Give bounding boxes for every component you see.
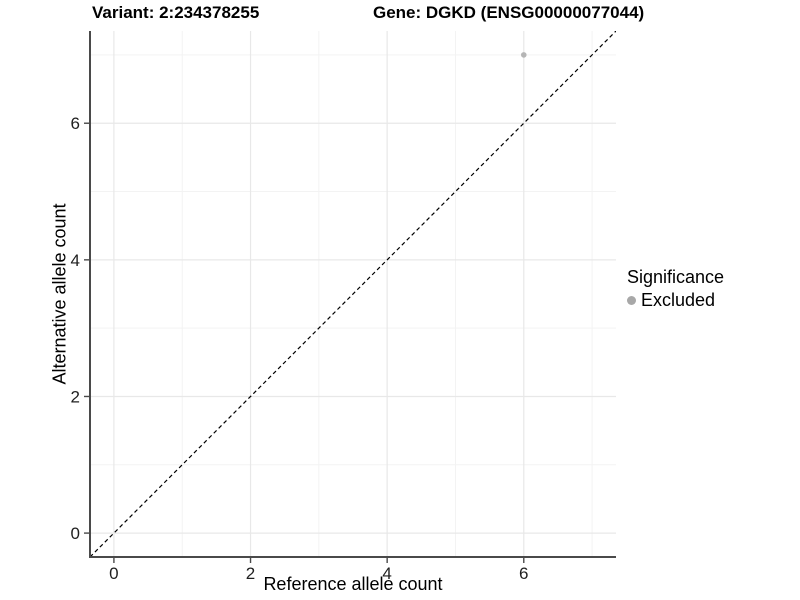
chart-title-gene: Gene: DGKD (ENSG00000077044) bbox=[373, 3, 645, 22]
y-tick-label: 4 bbox=[71, 251, 80, 270]
legend-title: Significance bbox=[627, 267, 725, 287]
x-tick-label: 0 bbox=[109, 564, 118, 583]
data-point bbox=[520, 52, 527, 58]
y-tick-label: 0 bbox=[71, 524, 80, 543]
chart-title-variant: Variant: 2:234378255 bbox=[92, 3, 260, 22]
y-axis-label: Alternative allele count bbox=[49, 203, 70, 385]
legend-item-label: Excluded bbox=[641, 290, 716, 310]
legend: Significance Excluded bbox=[627, 267, 724, 311]
y-tick-label: 2 bbox=[71, 387, 80, 406]
legend-point-icon bbox=[627, 296, 636, 305]
x-tick-label: 6 bbox=[519, 564, 528, 583]
x-tick-label: 4 bbox=[382, 564, 391, 583]
identity-line bbox=[90, 31, 616, 557]
y-tick-label: 6 bbox=[71, 114, 80, 133]
x-axis-label: Reference allele count bbox=[263, 574, 443, 594]
legend-item-excluded: Excluded bbox=[627, 290, 724, 311]
x-tick-label: 2 bbox=[246, 564, 255, 583]
